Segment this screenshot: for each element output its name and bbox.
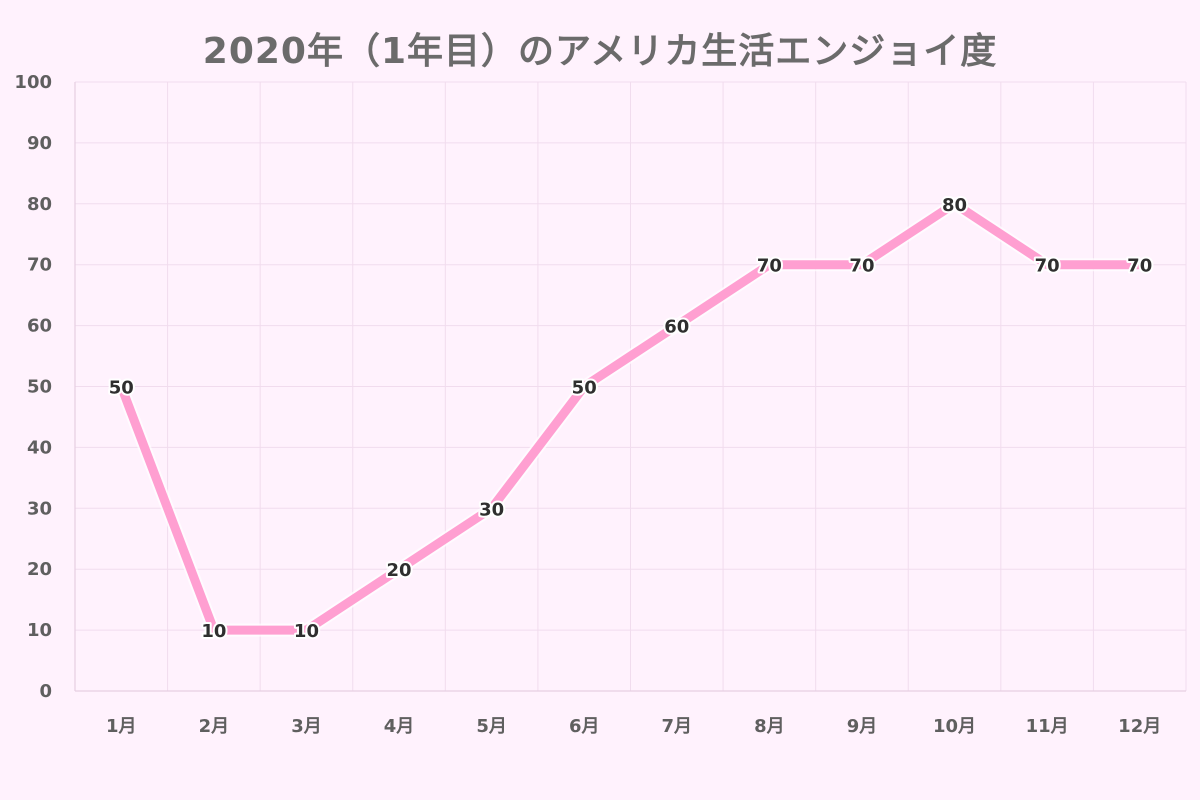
x-tick-label: 12月 xyxy=(1118,716,1161,737)
data-label: 60 xyxy=(664,317,689,338)
y-tick-label: 10 xyxy=(27,620,52,641)
data-label: 70 xyxy=(1127,256,1152,277)
y-tick-label: 30 xyxy=(27,498,52,519)
data-label: 70 xyxy=(757,256,782,277)
x-tick-label: 2月 xyxy=(199,716,230,737)
data-label: 50 xyxy=(109,378,134,399)
data-label: 10 xyxy=(294,621,319,642)
data-labels: 50 10 10 20 30 50 60 70 70 80 70 70 xyxy=(107,193,1154,644)
data-point xyxy=(119,384,124,389)
series-line xyxy=(116,199,1145,635)
data-point xyxy=(674,323,679,328)
data-point xyxy=(304,628,309,633)
data-label: 10 xyxy=(201,621,226,642)
x-tick-label: 10月 xyxy=(933,716,976,737)
data-point xyxy=(767,262,772,267)
x-tick-label: 8月 xyxy=(754,716,785,737)
data-label: 50 xyxy=(572,378,597,399)
data-point xyxy=(397,567,402,572)
data-point xyxy=(582,384,587,389)
axes: 0 10 20 30 40 50 60 70 80 90 100 1月 2月 3月 4月 5月 6月 7月 8月 9月… xyxy=(14,72,1186,737)
y-tick-label: 70 xyxy=(27,255,52,276)
x-tick-label: 5月 xyxy=(476,716,507,737)
y-tick-label: 100 xyxy=(14,72,52,93)
x-tick-label: 4月 xyxy=(384,716,415,737)
y-tick-label: 50 xyxy=(27,377,52,398)
data-point xyxy=(489,506,494,511)
y-tick-label: 60 xyxy=(27,316,52,337)
data-point xyxy=(1137,262,1142,267)
data-label: 30 xyxy=(479,499,504,520)
data-point xyxy=(211,628,216,633)
x-tick-label: 6月 xyxy=(569,716,600,737)
data-label: 80 xyxy=(942,195,967,216)
x-tick-label: 9月 xyxy=(847,716,878,737)
x-tick-label: 1月 xyxy=(106,716,137,737)
x-tick-label: 11月 xyxy=(1026,716,1069,737)
data-label: 70 xyxy=(1035,256,1060,277)
data-label: 70 xyxy=(849,256,874,277)
grid xyxy=(74,81,1187,691)
y-tick-label: 0 xyxy=(39,681,52,702)
series-line-layer xyxy=(114,197,1147,637)
x-tick-label: 7月 xyxy=(662,716,693,737)
y-tick-label: 80 xyxy=(27,194,52,215)
data-point xyxy=(952,201,957,206)
chart-title: 2020年（1年目）のアメリカ生活エンジョイ度 xyxy=(202,31,998,72)
data-label: 20 xyxy=(387,560,412,581)
x-tick-label: 3月 xyxy=(291,716,322,737)
data-point xyxy=(1045,262,1050,267)
y-tick-label: 90 xyxy=(27,133,52,154)
y-tick-label: 40 xyxy=(27,437,52,458)
y-tick-label: 20 xyxy=(27,559,52,580)
data-point xyxy=(859,262,864,267)
